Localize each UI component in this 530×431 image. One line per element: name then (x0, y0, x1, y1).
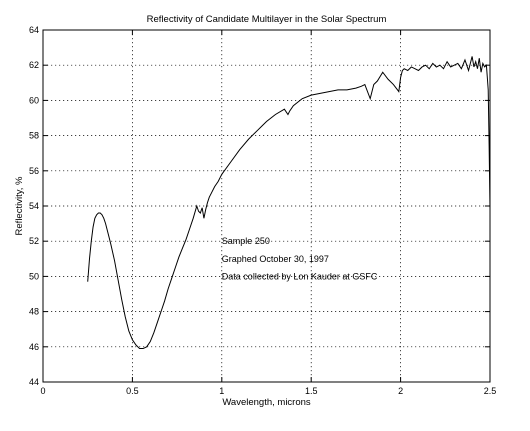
y-tick-label: 46 (29, 342, 39, 352)
axis-ticks (42, 29, 491, 383)
x-axis-label: Wavelength, microns (222, 397, 311, 408)
y-tick-label: 54 (29, 201, 39, 211)
chart-title: Reflectivity of Candidate Multilayer in … (147, 14, 387, 25)
x-tick-label: 2 (398, 386, 403, 396)
grid-lines (43, 30, 490, 382)
y-tick-label: 60 (29, 95, 39, 105)
y-tick-label: 44 (29, 377, 39, 387)
x-tick-label: 2.5 (484, 386, 497, 396)
series-line-reflectivity (87, 56, 491, 350)
y-axis-label: Reflectivity, % (14, 176, 25, 236)
x-tick-label: 0 (40, 386, 45, 396)
y-tick-label: 48 (29, 307, 39, 317)
y-tick-label: 58 (29, 131, 39, 141)
x-tick-labels: 0 0.5 1 1.5 2 2.5 (40, 386, 496, 396)
y-tick-label: 56 (29, 166, 39, 176)
x-tick-label: 0.5 (126, 386, 139, 396)
annotation-sample: Sample 250 (222, 236, 270, 246)
annotation-graphed-date: Graphed October 30, 1997 (222, 254, 329, 264)
x-tick-label: 1 (219, 386, 224, 396)
y-tick-label: 50 (29, 271, 39, 281)
x-tick-label: 1.5 (305, 386, 318, 396)
y-tick-label: 52 (29, 236, 39, 246)
y-tick-labels: 44 46 48 50 52 54 56 58 60 62 64 (29, 25, 39, 387)
y-tick-label: 64 (29, 25, 39, 35)
y-tick-label: 62 (29, 60, 39, 70)
annotation-data-source: Data collected by Lon Kauder at GSFC (222, 271, 378, 281)
